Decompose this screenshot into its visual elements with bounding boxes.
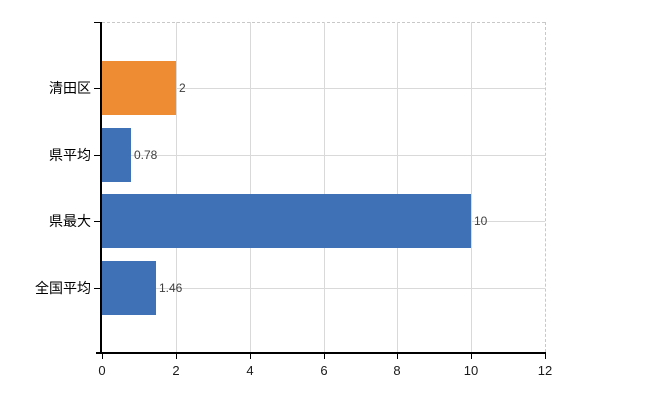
gridline-horizontal: [102, 288, 545, 289]
value-label: 1.46: [159, 281, 183, 295]
plot-border-top: [102, 22, 545, 23]
gridline-horizontal: [102, 155, 545, 156]
gridline-vertical: [176, 22, 177, 352]
x-axis-tick: [176, 354, 177, 359]
gridline-vertical: [397, 22, 398, 352]
x-axis-tick: [324, 354, 325, 359]
category-label: 県平均: [49, 147, 91, 163]
value-label: 2: [179, 81, 186, 95]
gridline-vertical: [471, 22, 472, 352]
y-axis-tick: [94, 88, 101, 89]
x-tick-label: 12: [537, 363, 553, 378]
y-axis-tick: [94, 155, 101, 156]
x-axis-tick: [471, 354, 472, 359]
bar: [102, 261, 156, 315]
plot-border-right: [545, 22, 546, 352]
y-axis-tick: [94, 288, 101, 289]
x-axis-tick: [397, 354, 398, 359]
category-label: 県最大: [49, 213, 91, 229]
bar: [102, 61, 176, 115]
category-label: 全国平均: [35, 280, 91, 296]
y-axis-tick: [94, 22, 101, 23]
x-tick-label: 10: [463, 363, 479, 378]
x-tick-label: 0: [98, 363, 106, 378]
x-axis-tick: [102, 354, 103, 359]
x-tick-label: 4: [246, 363, 254, 378]
x-axis-tick: [250, 354, 251, 359]
category-label: 清田区: [49, 80, 91, 96]
x-tick-label: 6: [320, 363, 328, 378]
x-axis-tick: [545, 354, 546, 359]
gridline-horizontal: [102, 88, 545, 89]
x-tick-label: 2: [172, 363, 180, 378]
gridline-vertical: [324, 22, 325, 352]
y-axis-tick: [94, 221, 101, 222]
x-tick-label: 8: [393, 363, 401, 378]
value-label: 10: [474, 214, 488, 228]
gridline-vertical: [250, 22, 251, 352]
value-label: 0.78: [134, 148, 158, 162]
y-axis-line: [100, 22, 102, 352]
bar: [102, 128, 131, 182]
bar: [102, 194, 471, 248]
x-axis-line: [96, 352, 546, 354]
